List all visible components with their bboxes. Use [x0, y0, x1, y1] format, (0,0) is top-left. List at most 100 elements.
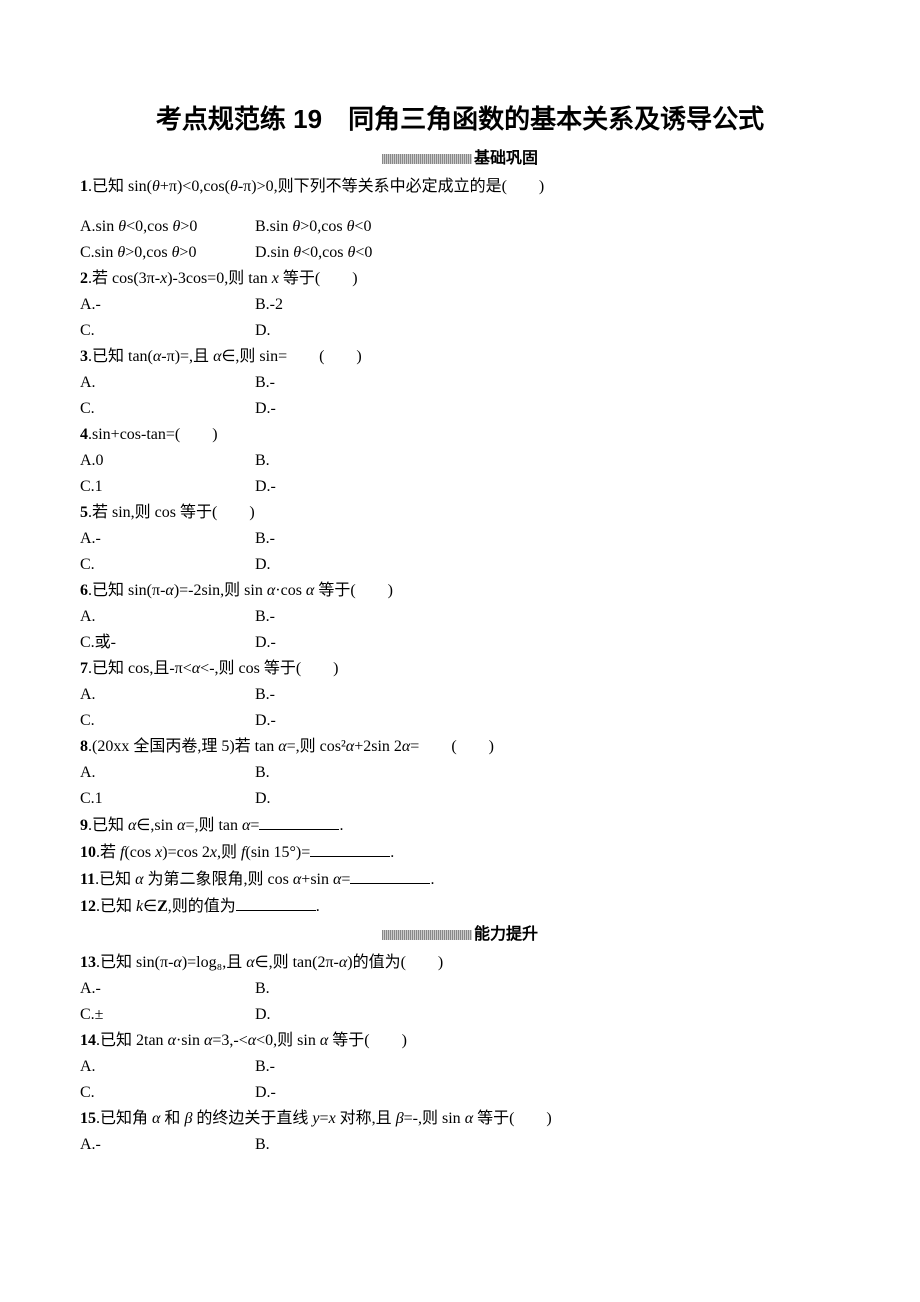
- q2-row2: C.D.: [80, 319, 840, 343]
- section-advanced: 能力提升: [80, 923, 840, 947]
- q7-text: .已知 cos,且-π<α<-,则 cos 等于( ): [88, 660, 339, 677]
- q3-text: .已知 tan(α-π)=,且 α∈,则 sin= ( ): [88, 348, 362, 365]
- q2-D: D.: [255, 319, 271, 343]
- q13-row2: C.±D.: [80, 1003, 840, 1027]
- q6-row1: A.B.-: [80, 605, 840, 629]
- q1-row1: A.sin θ<0,cos θ>0B.sin θ>0,cos θ<0: [80, 215, 840, 239]
- q6-A: A.: [80, 605, 255, 629]
- q7-row1: A.B.-: [80, 683, 840, 707]
- q12-num: 12: [80, 898, 96, 915]
- q15-A: A.-: [80, 1133, 255, 1157]
- q3-A: A.: [80, 371, 255, 395]
- q5-A: A.-: [80, 527, 255, 551]
- q8-num: 8: [80, 738, 88, 755]
- q8-row1: A.B.: [80, 761, 840, 785]
- q1-row2: C.sin θ>0,cos θ>0D.sin θ<0,cos θ<0: [80, 241, 840, 265]
- q4-B: B.: [255, 449, 270, 473]
- section-label: 基础巩固: [474, 150, 538, 167]
- q1-text: .已知 sin(θ+π)<0,cos(θ-π)>0,则下列不等关系中必定成立的是…: [88, 178, 544, 195]
- q12-blank: [236, 894, 316, 911]
- q8-D: D.: [255, 787, 271, 811]
- q3-row1: A.B.-: [80, 371, 840, 395]
- q6-row2: C.或-D.-: [80, 631, 840, 655]
- q2-A: A.-: [80, 293, 255, 317]
- q6-C: C.或-: [80, 631, 255, 655]
- q14-C: C.: [80, 1081, 255, 1105]
- q3-D: D.-: [255, 397, 276, 421]
- q7-C: C.: [80, 709, 255, 733]
- q15-B: B.: [255, 1133, 270, 1157]
- q11-blank: [350, 867, 430, 884]
- q5-row2: C.D.: [80, 553, 840, 577]
- q3-row2: C.D.-: [80, 397, 840, 421]
- q6-num: 6: [80, 582, 88, 599]
- q1-A: A.sin θ<0,cos θ>0: [80, 215, 255, 239]
- q15-num: 15: [80, 1110, 96, 1127]
- q11-text: .已知 α 为第二象限角,则 cos α+sin α=: [95, 871, 350, 888]
- q2-row1: A.-B.-2: [80, 293, 840, 317]
- question-11: 11.已知 α 为第二象限角,则 cos α+sin α=.: [80, 867, 840, 892]
- q11-suffix: .: [430, 871, 434, 888]
- q13-row1: A.-B.: [80, 977, 840, 1001]
- q6-text: .已知 sin(π-α)=-2sin,则 sin α·cos α 等于( ): [88, 582, 393, 599]
- q14-text: .已知 2tan α·sin α=3,-<α<0,则 sin α 等于( ): [96, 1032, 407, 1049]
- q4-A: A.0: [80, 449, 255, 473]
- q15-row1: A.-B.: [80, 1133, 840, 1157]
- q6-D: D.-: [255, 631, 276, 655]
- q8-A: A.: [80, 761, 255, 785]
- q4-D: D.-: [255, 475, 276, 499]
- q13-C: C.±: [80, 1003, 255, 1027]
- q1-B: B.sin θ>0,cos θ<0: [255, 215, 371, 239]
- q5-C: C.: [80, 553, 255, 577]
- q1-num: 1: [80, 178, 88, 195]
- q5-row1: A.-B.-: [80, 527, 840, 551]
- q13-A: A.-: [80, 977, 255, 1001]
- q13-D: D.: [255, 1003, 271, 1027]
- q10-suffix: .: [390, 844, 394, 861]
- q14-num: 14: [80, 1032, 96, 1049]
- q3-num: 3: [80, 348, 88, 365]
- q4-row1: A.0B.: [80, 449, 840, 473]
- q2-C: C.: [80, 319, 255, 343]
- q7-D: D.-: [255, 709, 276, 733]
- q9-text: .已知 α∈,sin α=,则 tan α=: [88, 817, 259, 834]
- q14-row2: C.D.-: [80, 1081, 840, 1105]
- q4-C: C.1: [80, 475, 255, 499]
- q10-text: .若 f(cos x)=cos 2x,则 f(sin 15°)=: [96, 844, 310, 861]
- q5-D: D.: [255, 553, 271, 577]
- q4-row2: C.1D.-: [80, 475, 840, 499]
- q3-B: B.-: [255, 371, 275, 395]
- q2-num: 2: [80, 270, 88, 287]
- q9-num: 9: [80, 817, 88, 834]
- q9-suffix: .: [339, 817, 343, 834]
- section-bar: [382, 154, 472, 164]
- q15-text: .已知角 α 和 β 的终边关于直线 y=x 对称,且 β=-,则 sin α …: [96, 1110, 552, 1127]
- q1-C: C.sin θ>0,cos θ>0: [80, 241, 255, 265]
- question-12: 12.已知 k∈Z,则的值为.: [80, 894, 840, 919]
- q11-num: 11: [80, 871, 95, 888]
- q1-D: D.sin θ<0,cos θ<0: [255, 241, 372, 265]
- q8-C: C.1: [80, 787, 255, 811]
- question-10: 10.若 f(cos x)=cos 2x,则 f(sin 15°)=.: [80, 840, 840, 865]
- q4-text: .sin+cos-tan=( ): [88, 426, 218, 443]
- q2-text: .若 cos(3π-x)-3cos=0,则 tan x 等于( ): [88, 270, 358, 287]
- page-title: 考点规范练 19 同角三角函数的基本关系及诱导公式: [80, 100, 840, 139]
- q5-num: 5: [80, 504, 88, 521]
- question-7: 7.已知 cos,且-π<α<-,则 cos 等于( ): [80, 657, 840, 681]
- question-2: 2.若 cos(3π-x)-3cos=0,则 tan x 等于( ): [80, 267, 840, 291]
- question-15: 15.已知角 α 和 β 的终边关于直线 y=x 对称,且 β=-,则 sin …: [80, 1107, 840, 1131]
- question-6: 6.已知 sin(π-α)=-2sin,则 sin α·cos α 等于( ): [80, 579, 840, 603]
- question-9: 9.已知 α∈,sin α=,则 tan α=.: [80, 813, 840, 838]
- q6-B: B.-: [255, 605, 275, 629]
- question-5: 5.若 sin,则 cos 等于( ): [80, 501, 840, 525]
- question-14: 14.已知 2tan α·sin α=3,-<α<0,则 sin α 等于( ): [80, 1029, 840, 1053]
- q4-num: 4: [80, 426, 88, 443]
- q7-A: A.: [80, 683, 255, 707]
- question-13: 13.已知 sin(π-α)=log₈,且 α∈,则 tan(2π-α)的值为(…: [80, 951, 840, 975]
- q13-text: .已知 sin(π-α)=log₈,且 α∈,则 tan(2π-α)的值为( ): [96, 954, 443, 971]
- q10-blank: [310, 840, 390, 857]
- q8-text: .(20xx 全国丙卷,理 5)若 tan α=,则 cos²α+2sin 2α…: [88, 738, 494, 755]
- q8-B: B.: [255, 761, 270, 785]
- q12-suffix: .: [316, 898, 320, 915]
- q14-B: B.-: [255, 1055, 275, 1079]
